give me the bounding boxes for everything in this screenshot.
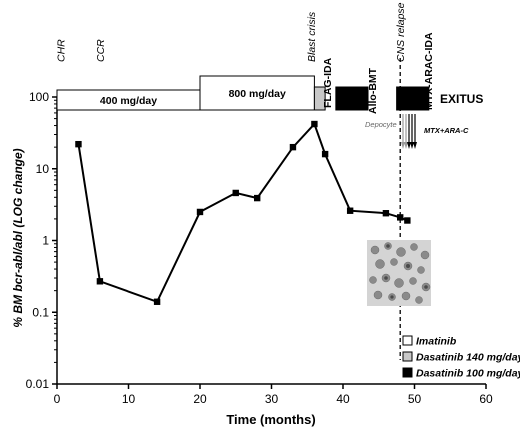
y-axis-title: % BM bcr-abl/abl (LOG change) bbox=[11, 148, 25, 327]
bcr-abl-series-line bbox=[77, 122, 408, 304]
y-ticks: 0.01 0.1 1 10 100 bbox=[26, 90, 57, 391]
treatment-bar bbox=[335, 86, 369, 111]
treatment-arrowhead bbox=[410, 142, 414, 149]
y-tick-label: 100 bbox=[29, 90, 49, 104]
treatment-bars: 400 mg/day 800 mg/day bbox=[56, 75, 430, 111]
treatment-arrowhead bbox=[407, 142, 411, 149]
data-point bbox=[321, 150, 329, 158]
treatment-bar bbox=[199, 75, 315, 111]
data-point bbox=[382, 210, 390, 217]
data-point bbox=[397, 214, 404, 221]
treatment-arrows bbox=[401, 114, 417, 149]
treatment-arrowhead bbox=[413, 142, 417, 149]
x-tick-label: 20 bbox=[193, 392, 207, 406]
legend-label: Dasatinib 100 mg/day bbox=[416, 368, 520, 380]
mtx-arac-label: MTX+ARA-C bbox=[424, 126, 469, 135]
data-point bbox=[254, 194, 261, 202]
treatment-arrowhead bbox=[401, 142, 405, 149]
data-point bbox=[75, 140, 82, 148]
depocyte-label: Depocyte bbox=[365, 120, 397, 129]
flag-ida-label: FLAG-IDA bbox=[322, 57, 334, 108]
treatment-arrowhead bbox=[404, 142, 408, 149]
x-axis-title: Time (months) bbox=[226, 412, 315, 427]
legend: Imatinib Dasatinib 140 mg/day Dasatinib 10… bbox=[402, 335, 520, 380]
top-label: CNS relapse bbox=[395, 2, 407, 62]
y-tick-label: 10 bbox=[36, 162, 50, 176]
data-point bbox=[404, 217, 411, 224]
treatment-bar bbox=[313, 86, 326, 111]
legend-label: Dasatinib 140 mg/day bbox=[416, 352, 520, 364]
x-ticks: 0 10 20 30 40 50 60 bbox=[54, 384, 493, 406]
top-label: Blast crisis bbox=[306, 11, 318, 62]
x-tick-label: 10 bbox=[122, 392, 136, 406]
data-point bbox=[196, 208, 204, 216]
micrograph-inset bbox=[367, 240, 431, 306]
mtx-arac-ida-label: MTX-ARAC-IDA bbox=[423, 32, 435, 110]
data-markers bbox=[75, 120, 411, 305]
y-tick-label: 0.1 bbox=[32, 305, 49, 319]
treatment-bar bbox=[396, 86, 430, 111]
y-tick-label: 0.01 bbox=[26, 377, 50, 391]
x-tick-label: 50 bbox=[408, 392, 422, 406]
treatment-bar-label: 800 mg/day bbox=[229, 88, 286, 100]
data-point bbox=[232, 189, 239, 197]
data-point bbox=[96, 278, 104, 285]
exitus-label: EXITUS bbox=[440, 92, 483, 106]
top-label: CHR bbox=[56, 39, 68, 62]
treatment-bar-label: 400 mg/day bbox=[100, 95, 157, 107]
data-point bbox=[289, 143, 297, 151]
x-tick-label: 60 bbox=[479, 392, 493, 406]
legend-swatch bbox=[402, 335, 413, 346]
x-tick-label: 30 bbox=[265, 392, 279, 406]
x-tick-label: 0 bbox=[54, 392, 61, 406]
data-point bbox=[153, 298, 161, 305]
y-tick-label: 1 bbox=[42, 234, 49, 248]
data-point bbox=[346, 207, 354, 214]
allo-bmt-label: Allo-BMT bbox=[367, 67, 379, 114]
legend-label: Imatinib bbox=[416, 336, 457, 348]
x-tick-label: 40 bbox=[336, 392, 350, 406]
legend-swatch bbox=[402, 351, 413, 362]
legend-swatch bbox=[402, 367, 413, 378]
data-point bbox=[311, 120, 318, 128]
top-labels: CHR CCR Blast crisis CNS relapse bbox=[56, 2, 408, 62]
top-label: CCR bbox=[95, 39, 107, 62]
